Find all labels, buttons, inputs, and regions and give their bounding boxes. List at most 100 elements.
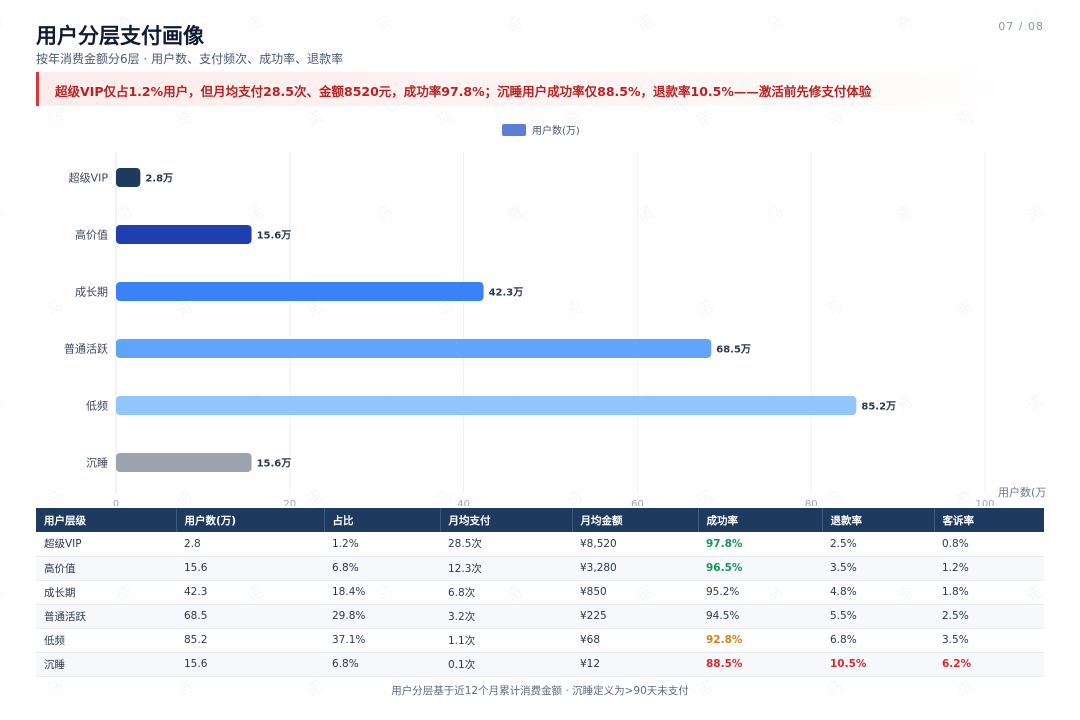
table-cell: 普通活跃	[36, 604, 176, 629]
table-cell: 0.8%	[934, 532, 1044, 557]
segment-table-container: 用户层级 用户数(万) 占比 月均支付 月均金额 成功率 退款率 客诉率 超级VIP 2.8 1.…	[36, 508, 1044, 677]
table-cell: 29.8%	[324, 604, 440, 629]
data-label: 42.3万	[489, 287, 524, 299]
x-tick-label: 20	[283, 499, 296, 506]
table-header-cell: 月均金额	[572, 508, 699, 532]
table-cell: 6.8%	[324, 556, 440, 581]
table-cell: 高价值	[36, 556, 176, 581]
watermark-mark: 马	[763, 11, 787, 36]
table-row: 成长期 42.3 18.4% 6.8次 ¥850 95.2% 4.8% 1.8%	[36, 580, 1044, 605]
table-header-cell: 用户层级	[36, 508, 177, 532]
table-cell: 15.6	[176, 556, 324, 581]
table-cell: 6.8%	[324, 652, 440, 677]
footnote: 用户分层基于近12个月累计消费金额 · 沉睡定义为>90天未支付	[391, 685, 689, 697]
page-title: 用户分层支付画像	[36, 24, 204, 48]
table-cell: 超级VIP	[36, 532, 176, 557]
table-cell: 0.1次	[440, 652, 572, 677]
x-tick-label: 40	[457, 499, 470, 506]
x-tick-label: 60	[631, 499, 644, 506]
table-cell: 97.8%	[698, 532, 822, 557]
bar	[116, 396, 857, 415]
table-cell: 3.5%	[934, 628, 1044, 653]
table-cell: 88.5%	[698, 652, 822, 677]
table-cell: 1.1次	[440, 628, 572, 653]
table-cell: 42.3	[176, 580, 324, 605]
table-cell: 94.5%	[698, 604, 822, 629]
table-cell: 28.5次	[440, 532, 572, 557]
legend-swatch	[502, 124, 526, 136]
category-label: 普通活跃	[64, 342, 108, 356]
bar	[116, 339, 712, 358]
watermark-mark: 马	[0, 581, 7, 606]
segment-table: 用户层级 用户数(万) 占比 月均支付 月均金额 成功率 退款率 客诉率 超级VIP 2.8 1.…	[36, 508, 1044, 677]
watermark-mark: 诺	[243, 11, 267, 36]
table-cell: 6.8%	[822, 628, 934, 653]
table-cell: 4.8%	[822, 580, 934, 605]
legend-label: 用户数(万)	[532, 124, 580, 137]
table-cell: 3.2次	[440, 604, 572, 629]
watermark-mark: 马	[0, 11, 7, 36]
table-cell: 10.5%	[822, 652, 934, 677]
table-cell: 95.2%	[698, 580, 822, 605]
table-row: 高价值 15.6 6.8% 12.3次 ¥3,280 96.5% 3.5% 1.2%	[36, 556, 1044, 581]
table-cell: 85.2	[176, 628, 324, 653]
category-label: 高价值	[75, 228, 108, 242]
table-cell: 2.8	[176, 532, 324, 557]
table-row: 超级VIP 2.8 1.2% 28.5次 ¥8,520 97.8% 2.5% 0.8%	[36, 532, 1044, 557]
insight-text: 超级VIP仅占1.2%用户，但月均支付28.5次、金额8520元，成功率97.8…	[55, 84, 872, 99]
table-cell: 68.5	[176, 604, 324, 629]
table-cell: 6.8次	[440, 580, 572, 605]
table-cell: 1.2%	[934, 556, 1044, 581]
table-cell: 6.2%	[934, 652, 1044, 677]
category-label: 超级VIP	[69, 171, 109, 185]
bar	[116, 225, 252, 244]
bar	[116, 453, 252, 472]
table-row: 低频 85.2 37.1% 1.1次 ¥68 92.8% 6.8% 3.5%	[36, 628, 1044, 653]
watermark-mark: 马	[373, 11, 397, 36]
table-row: 普通活跃 68.5 29.8% 3.2次 ¥225 94.5% 5.5% 2.5%	[36, 604, 1044, 629]
table-cell: ¥3,280	[572, 556, 698, 581]
insight-banner: 超级VIP仅占1.2%用户，但月均支付28.5次、金额8520元，成功率97.8…	[36, 72, 1044, 106]
table-cell: 2.5%	[822, 532, 934, 557]
table-cell: 沉睡	[36, 652, 176, 677]
table-cell: 37.1%	[324, 628, 440, 653]
watermark-mark: 诺	[633, 11, 657, 36]
table-cell: 12.3次	[440, 556, 572, 581]
data-label: 2.8万	[145, 173, 173, 185]
watermark-mark: 奇	[893, 11, 917, 36]
table-cell: 成长期	[36, 580, 176, 605]
table-header-cell: 客诉率	[934, 508, 1044, 532]
table-cell: 18.4%	[324, 580, 440, 605]
x-axis-label: 用户数(万	[998, 485, 1046, 499]
watermark-mark: 奇	[503, 11, 527, 36]
table-header-cell: 月均支付	[440, 508, 573, 532]
table-cell: 低频	[36, 628, 176, 653]
table-header-row: 用户层级 用户数(万) 占比 月均支付 月均金额 成功率 退款率 客诉率	[36, 508, 1044, 532]
data-label: 85.2万	[861, 401, 896, 413]
table-cell: ¥68	[572, 628, 698, 653]
table-cell: ¥8,520	[572, 532, 698, 557]
category-label: 低频	[86, 399, 108, 413]
table-header-cell: 退款率	[822, 508, 935, 532]
table-header-cell: 用户数(万)	[176, 508, 325, 532]
table-cell: 5.5%	[822, 604, 934, 629]
table-cell: ¥850	[572, 580, 698, 605]
table-header-cell: 成功率	[698, 508, 823, 532]
bar	[116, 168, 141, 187]
table-cell: 96.5%	[698, 556, 822, 581]
x-tick-label: 100	[975, 499, 994, 506]
table-cell: 15.6	[176, 652, 324, 677]
page-subtitle: 按年消费金额分6层 · 用户数、支付频次、成功率、退款率	[36, 52, 344, 66]
category-label: 沉睡	[86, 457, 108, 470]
table-cell: 92.8%	[698, 628, 822, 653]
table-cell: 1.8%	[934, 580, 1044, 605]
bar	[116, 282, 484, 301]
data-label: 15.6万	[257, 458, 292, 470]
category-label: 成长期	[75, 286, 108, 299]
x-tick-label: 80	[805, 499, 818, 506]
data-label: 68.5万	[716, 344, 751, 356]
table-cell: ¥225	[572, 604, 698, 629]
table-cell: 2.5%	[934, 604, 1044, 629]
table-cell: 3.5%	[822, 556, 934, 581]
